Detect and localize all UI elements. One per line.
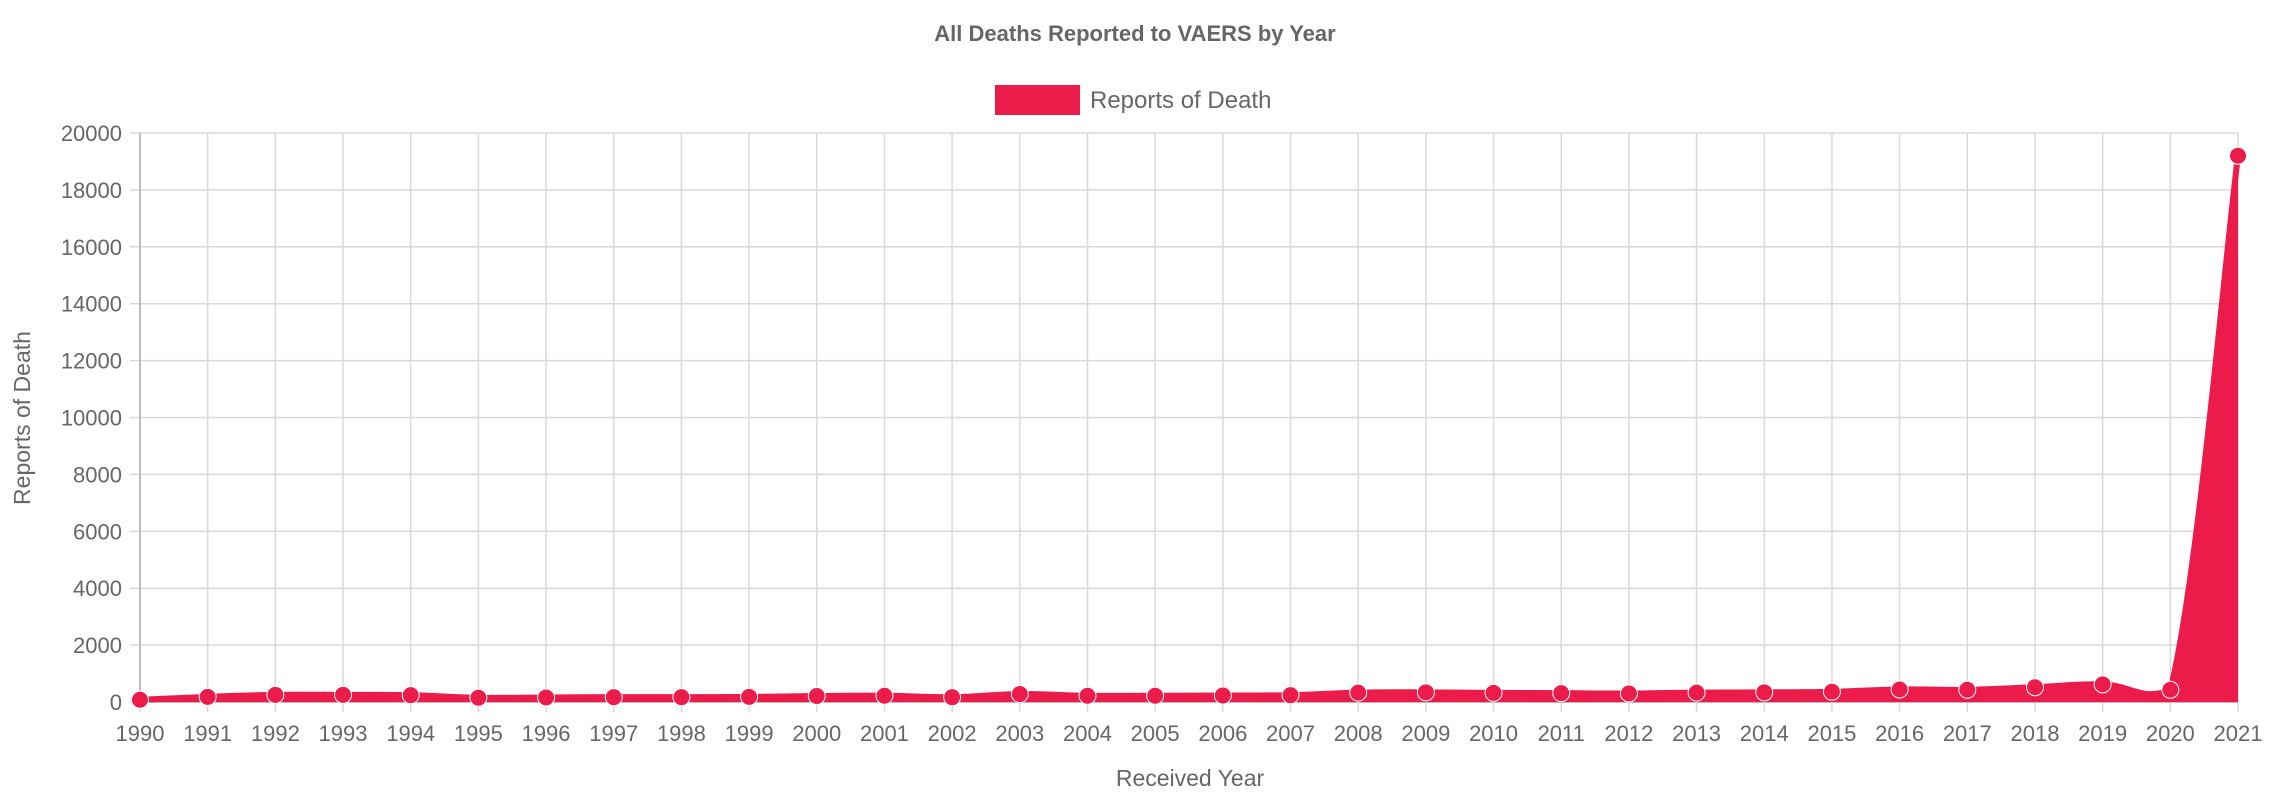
- x-tick-label: 1999: [725, 721, 774, 746]
- data-point-2007[interactable]: [1281, 686, 1300, 705]
- x-tick-label: 1996: [522, 721, 571, 746]
- x-tick-label: 2008: [1334, 721, 1383, 746]
- x-tick-label: 2017: [1943, 721, 1992, 746]
- x-tick-label: 2016: [1875, 721, 1924, 746]
- data-point-2006[interactable]: [1213, 686, 1232, 705]
- y-tick-label: 12000: [61, 349, 122, 374]
- data-point-2020[interactable]: [2161, 680, 2180, 699]
- y-tick-label: 8000: [73, 462, 122, 487]
- y-tick-label: 10000: [61, 406, 122, 431]
- data-point-1999[interactable]: [740, 687, 759, 706]
- data-point-1993[interactable]: [334, 685, 353, 704]
- data-point-2018[interactable]: [2025, 678, 2044, 697]
- x-tick-label: 2018: [2010, 721, 2059, 746]
- data-point-2021[interactable]: [2229, 146, 2247, 165]
- x-tick-label: 2003: [995, 721, 1044, 746]
- data-point-2013[interactable]: [1687, 683, 1706, 702]
- data-point-2000[interactable]: [807, 687, 826, 706]
- y-tick-label: 2000: [73, 633, 122, 658]
- y-tick-label: 4000: [73, 576, 122, 601]
- x-tick-label: 2020: [2146, 721, 2195, 746]
- x-tick-label: 1993: [319, 721, 368, 746]
- x-tick-label: 2013: [1672, 721, 1721, 746]
- data-point-2009[interactable]: [1416, 683, 1435, 702]
- series-points[interactable]: [131, 146, 2247, 709]
- x-tick-label: 1992: [251, 721, 300, 746]
- data-point-2014[interactable]: [1755, 683, 1774, 702]
- x-tick-label: 1998: [657, 721, 706, 746]
- x-tick-label: 1994: [386, 721, 435, 746]
- x-tick-label: 2019: [2078, 721, 2127, 746]
- data-point-1994[interactable]: [401, 686, 420, 705]
- y-tick-label: 20000: [61, 121, 122, 146]
- series-line: [139, 155, 2241, 703]
- x-axis-title: Received Year: [1116, 765, 1265, 791]
- data-point-1995[interactable]: [469, 688, 488, 707]
- x-tick-label: 2005: [1131, 721, 1180, 746]
- data-point-1992[interactable]: [266, 685, 285, 704]
- y-axis-ticks: 0 2000 4000 6000 8000 10000 12000 14000 16000 180…: [61, 121, 122, 715]
- data-point-2001[interactable]: [875, 686, 894, 705]
- data-point-2004[interactable]: [1078, 686, 1097, 705]
- data-point-1990[interactable]: [131, 690, 149, 709]
- grid: [130, 132, 2239, 712]
- x-tick-label: 1991: [183, 721, 232, 746]
- legend-swatch: [995, 85, 1080, 115]
- x-tick-label: 1997: [589, 721, 638, 746]
- legend[interactable]: Reports of Death: [995, 85, 1271, 115]
- x-tick-label: 2002: [928, 721, 977, 746]
- data-point-2019[interactable]: [2093, 675, 2112, 694]
- data-point-2015[interactable]: [1822, 682, 1841, 701]
- x-tick-label: 2009: [1401, 721, 1450, 746]
- x-tick-label: 2004: [1063, 721, 1112, 746]
- x-tick-label: 2001: [860, 721, 909, 746]
- x-tick-label: 2000: [792, 721, 841, 746]
- series-area: [139, 155, 2241, 703]
- x-tick-label: 2010: [1469, 721, 1518, 746]
- y-tick-label: 6000: [73, 519, 122, 544]
- data-point-1996[interactable]: [537, 688, 556, 707]
- data-point-2005[interactable]: [1146, 686, 1165, 705]
- x-tick-label: 2011: [1538, 721, 1585, 746]
- x-tick-label: 2014: [1740, 721, 1789, 746]
- data-point-2017[interactable]: [1958, 680, 1977, 699]
- data-point-2012[interactable]: [1619, 684, 1638, 703]
- data-point-1991[interactable]: [198, 687, 217, 706]
- x-tick-label: 1990: [116, 721, 165, 746]
- data-point-2016[interactable]: [1890, 680, 1909, 699]
- y-tick-label: 16000: [61, 235, 122, 260]
- data-point-2008[interactable]: [1349, 683, 1368, 702]
- x-tick-label: 2015: [1807, 721, 1856, 746]
- y-axis-title: Reports of Death: [9, 331, 35, 505]
- y-tick-label: 18000: [61, 178, 122, 203]
- y-tick-label: 14000: [61, 292, 122, 317]
- chart-title: All Deaths Reported to VAERS by Year: [934, 21, 1336, 46]
- data-point-2002[interactable]: [943, 688, 962, 707]
- legend-label: Reports of Death: [1090, 87, 1271, 114]
- x-tick-label: 1995: [454, 721, 503, 746]
- data-point-2011[interactable]: [1552, 684, 1571, 703]
- series-area-fill: [140, 155, 2238, 702]
- data-point-1997[interactable]: [604, 688, 623, 707]
- x-axis-ticks: 1990 1991 1992 1993 1994 1995 1996 1997 1998 1999…: [116, 721, 2263, 746]
- x-tick-label: 2006: [1198, 721, 1247, 746]
- x-tick-label: 2007: [1266, 721, 1315, 746]
- x-tick-label: 2012: [1604, 721, 1653, 746]
- y-tick-label: 0: [110, 690, 122, 715]
- x-tick-label: 2021: [2214, 721, 2263, 746]
- data-point-1998[interactable]: [672, 688, 691, 707]
- data-point-2003[interactable]: [1010, 685, 1029, 704]
- data-point-2010[interactable]: [1484, 683, 1503, 702]
